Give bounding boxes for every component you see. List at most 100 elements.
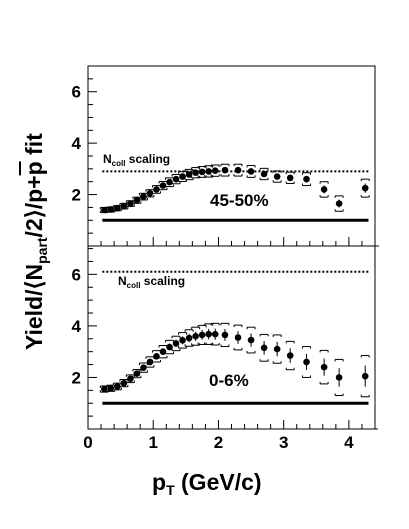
data-point [125,374,135,384]
data-point [246,326,256,354]
bottom-panel: 2 4 6 0 1 2 3 4 Ncoll scaling 0-6% [72,245,376,452]
marker [335,200,343,207]
x-axis-title: pT (GeV/c) [152,469,262,498]
data-point [319,349,329,385]
data-point [204,165,214,178]
data-point [99,385,109,393]
marker [273,345,281,353]
marker [361,372,369,380]
data-point [319,181,329,198]
data-point [334,195,344,212]
marker [320,186,328,193]
marker [107,206,115,213]
data-point [220,163,230,177]
x-tick-label: 1 [148,433,157,452]
top-data-points [99,163,370,214]
y-tick-label: 2 [72,186,81,205]
data-point [334,358,344,396]
marker [185,334,193,342]
marker [120,379,128,387]
marker [211,330,219,338]
marker [205,168,212,175]
top-centrality-label: 45-50% [210,191,269,210]
bottom-y-axis: 2 4 6 [72,248,97,417]
top-ncoll-label: Ncoll scaling [103,152,170,168]
data-point [145,356,155,368]
marker [198,331,206,339]
marker [140,193,147,200]
marker [127,375,134,383]
y-tick-label: 6 [72,265,81,284]
marker [101,206,108,214]
data-point [220,322,230,348]
data-point [285,171,295,185]
marker [303,175,310,183]
marker [159,348,167,355]
marker [140,364,147,371]
data-point [138,362,148,373]
marker [101,385,108,393]
marker [273,173,281,180]
marker [192,169,199,177]
marker [221,331,229,339]
data-point [259,333,269,362]
data-point [285,340,295,371]
data-point [302,346,312,378]
marker [133,370,141,377]
y-tick-label: 6 [72,83,81,102]
marker [234,334,242,341]
data-point [106,206,116,213]
data-point [210,322,220,346]
data-point [158,344,168,359]
marker [221,166,229,174]
y-tick-label: 4 [72,317,82,336]
marker [185,171,193,178]
data-point [151,350,161,363]
data-point [233,324,243,351]
x-tick-label: 0 [83,433,92,452]
marker [260,344,268,352]
data-point [119,202,129,210]
marker [159,182,167,189]
data-point [360,355,370,398]
marker [114,383,121,390]
marker [198,168,206,176]
marker [107,384,115,392]
y-tick-label: 2 [72,368,81,387]
data-point [302,172,312,187]
data-point [132,196,142,204]
data-point [171,335,181,352]
marker [335,374,343,381]
bottom-panel-frame [87,245,376,430]
data-point [132,368,142,379]
marker [114,204,121,212]
marker [286,352,294,359]
x-axis: 0 1 2 3 4 [83,420,376,452]
data-point [158,180,168,191]
marker [166,343,173,351]
marker [179,173,186,180]
marker [120,202,128,210]
top-panel: 2 4 6 Ncoll scaling 45-50% [72,65,376,247]
marker [166,178,173,186]
x-tick-label: 4 [344,433,354,452]
x-tick-label: 2 [214,433,223,452]
data-point [112,382,122,391]
x-tick-label: 3 [279,433,288,452]
marker [286,174,294,182]
marker [153,186,160,193]
marker [179,337,186,344]
marker [127,200,134,207]
y-tick-label: 4 [72,134,82,153]
data-point [171,174,181,185]
data-point [233,163,243,177]
data-point [119,379,129,388]
marker [320,363,328,371]
data-point [165,339,175,355]
marker [146,189,154,197]
data-point [272,334,282,364]
marker [205,330,212,338]
marker [361,184,369,192]
data-point [272,170,282,183]
